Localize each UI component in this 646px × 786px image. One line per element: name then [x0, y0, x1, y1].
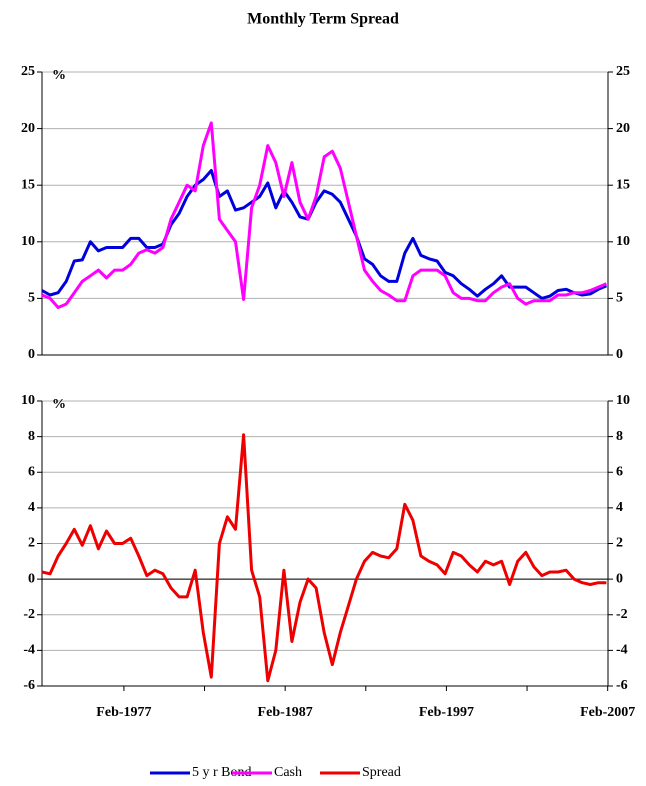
- x-tick-label: Feb-1997: [419, 705, 474, 720]
- y2-tick-label: 6: [616, 464, 623, 479]
- y-tick-label: 20: [21, 121, 35, 136]
- y-unit: %: [52, 68, 66, 83]
- y2-tick-label: 4: [616, 500, 623, 515]
- y2-tick-label: -2: [616, 607, 628, 622]
- legend-label: Cash: [274, 765, 302, 780]
- y2-tick-label: 20: [616, 121, 630, 136]
- y2-tick-label: 0: [616, 347, 623, 362]
- y-tick-label: 8: [28, 429, 35, 444]
- y-tick-label: 5: [28, 291, 35, 306]
- y-tick-label: 10: [21, 234, 35, 249]
- series-line: [41, 169, 607, 300]
- legend-label: 5 y r Bond: [192, 765, 252, 780]
- y-tick-label: 15: [21, 177, 35, 192]
- series-line: [41, 433, 607, 683]
- chart-title: Monthly Term Spread: [247, 11, 399, 28]
- y-tick-label: 2: [28, 536, 35, 551]
- y-tick-label: -4: [23, 643, 35, 658]
- y-tick-label: -2: [23, 607, 35, 622]
- y-tick-label: 4: [28, 500, 35, 515]
- y2-tick-label: 5: [616, 291, 623, 306]
- y-tick-label: 25: [21, 64, 35, 79]
- x-tick-label: Feb-1977: [96, 705, 151, 720]
- x-tick-label: Feb-2007: [580, 705, 635, 720]
- y2-tick-label: -6: [616, 678, 628, 693]
- y2-tick-label: 2: [616, 536, 623, 551]
- y2-tick-label: 10: [616, 393, 630, 408]
- y2-tick-label: 15: [616, 177, 630, 192]
- y-tick-label: 6: [28, 464, 35, 479]
- series-line: [41, 121, 607, 309]
- y2-tick-label: 25: [616, 64, 630, 79]
- y-tick-label: 0: [28, 347, 35, 362]
- legend-label: Spread: [362, 765, 401, 780]
- y-tick-label: 0: [28, 571, 35, 586]
- y2-tick-label: -4: [616, 643, 628, 658]
- y2-tick-label: 10: [616, 234, 630, 249]
- y-unit: %: [52, 397, 66, 412]
- x-tick-label: Feb-1987: [258, 705, 313, 720]
- y-tick-label: -6: [23, 678, 35, 693]
- y2-tick-label: 0: [616, 571, 623, 586]
- y-tick-label: 10: [21, 393, 35, 408]
- y2-tick-label: 8: [616, 429, 623, 444]
